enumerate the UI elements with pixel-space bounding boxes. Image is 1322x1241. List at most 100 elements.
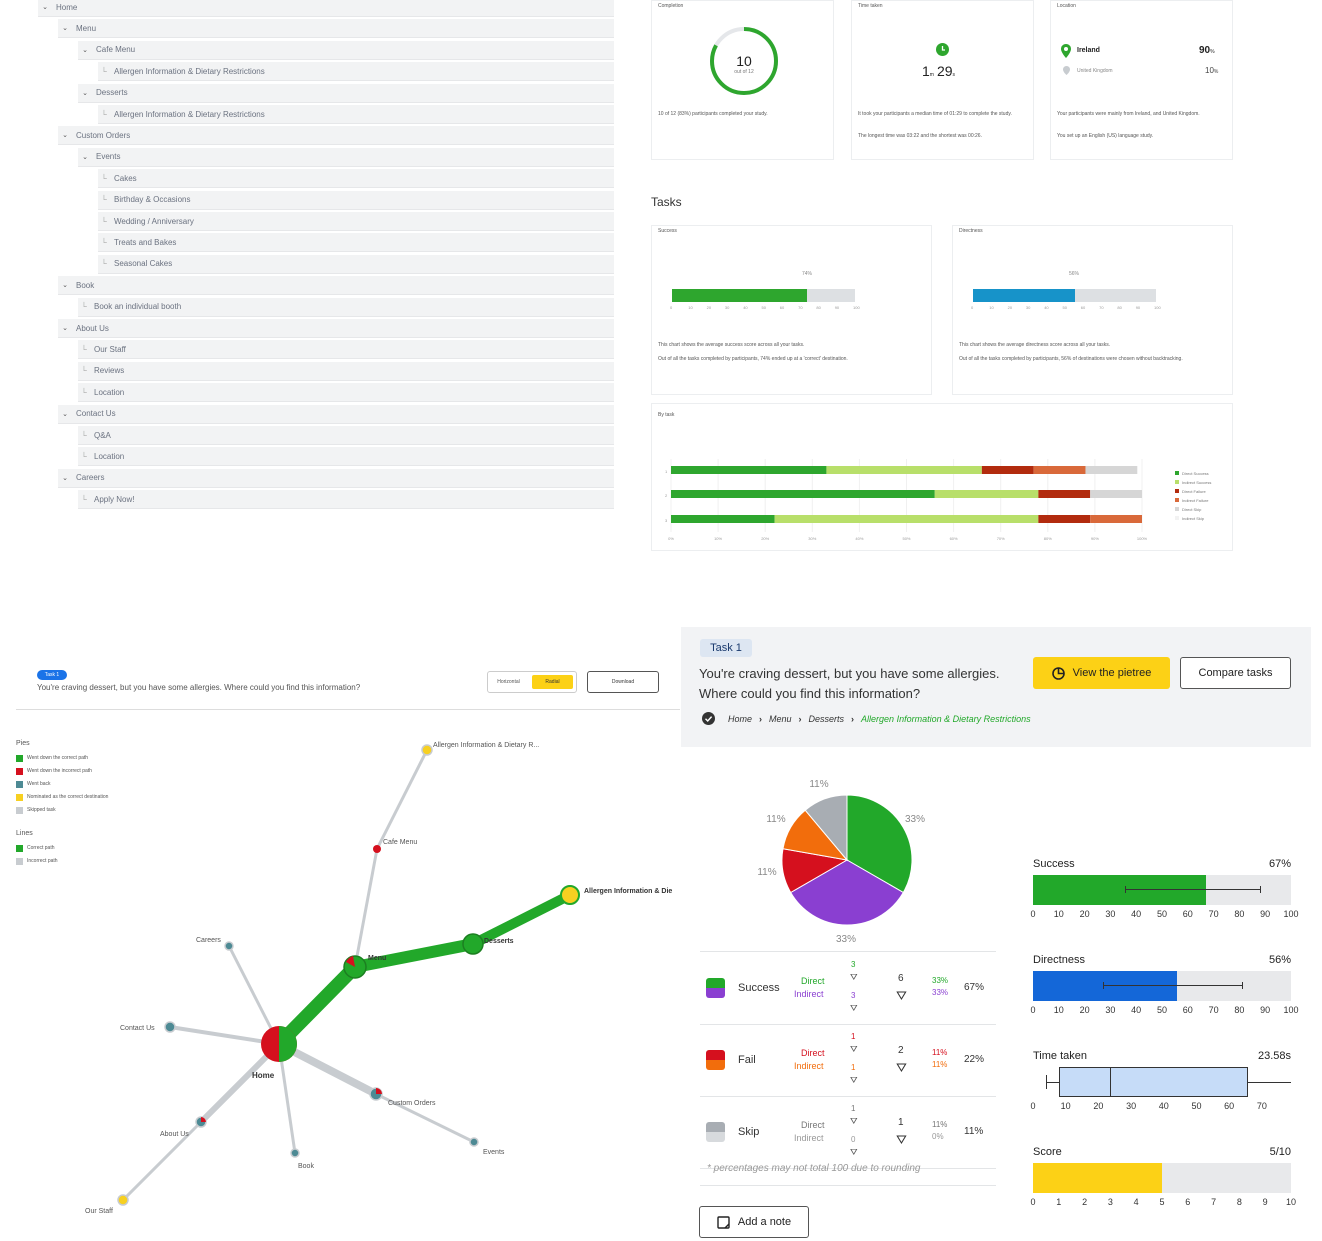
divider — [700, 1024, 996, 1025]
completion-sub: out of 12 — [734, 69, 754, 75]
chevron-down-icon[interactable]: ⌄ — [62, 325, 68, 332]
tree-node[interactable]: ⌄ Events — [78, 147, 614, 167]
chevron-down-icon[interactable]: ⌄ — [42, 4, 48, 11]
node-our-staff[interactable] — [117, 1194, 129, 1206]
time-stat-label: Time taken — [1033, 1050, 1088, 1062]
chevron-down-icon[interactable]: ⌄ — [82, 89, 88, 97]
location-title: Location — [1057, 3, 1076, 9]
node-careers[interactable] — [224, 941, 234, 951]
error-bar — [1125, 889, 1260, 890]
leaf-branch-icon: └ — [101, 173, 107, 183]
result-label: Fail — [738, 1054, 756, 1066]
tree-node[interactable]: └ Location — [78, 447, 614, 467]
tree-node[interactable]: ⌄ Careers — [58, 468, 614, 488]
legend-label: Direct Failure — [1182, 489, 1207, 494]
chevron-down-icon[interactable]: ⌄ — [82, 46, 88, 54]
tree-node[interactable]: ⌄ Cafe Menu — [78, 40, 614, 60]
tree-node[interactable]: ⌄ About Us — [58, 319, 614, 338]
success-stat-track — [1033, 875, 1291, 905]
tree-node[interactable]: └ Wedding / Anniversary — [98, 212, 614, 231]
axis-tick-label: 0 — [971, 305, 974, 310]
tree-node[interactable]: └ Allergen Information & Dietary Restrict… — [98, 105, 614, 124]
pietree-question: You're craving dessert, but you have som… — [37, 683, 361, 692]
score-stat-track — [1033, 1163, 1291, 1193]
download-button[interactable]: Download — [587, 671, 659, 693]
filter-icon[interactable]: ⛛ — [850, 972, 858, 982]
tree-node[interactable]: ⌄ Home — [38, 0, 614, 17]
tree-node[interactable]: └ Cakes — [98, 169, 614, 189]
filter-icon[interactable]: ⛛ — [896, 1132, 907, 1147]
chevron-down-icon[interactable]: ⌄ — [62, 132, 68, 140]
tree-node[interactable]: ⌄ Contact Us — [58, 404, 614, 424]
tree-node[interactable]: └ Q&A — [78, 426, 614, 445]
leaf-branch-icon: └ — [81, 451, 87, 461]
x-tick-label: 20% — [761, 536, 769, 541]
add-note-button[interactable]: Add a note — [699, 1206, 809, 1238]
chevron-down-icon[interactable]: ⌄ — [82, 153, 88, 161]
label-custom-orders: Custom Orders — [388, 1100, 436, 1107]
directness-stat-fill — [1033, 971, 1178, 1001]
axis-tick-label: 90 — [834, 305, 840, 310]
tree-node[interactable]: ⌄ Book — [58, 276, 614, 296]
filter-icon[interactable]: ⛛ — [896, 1060, 907, 1075]
node-cafe-menu[interactable] — [373, 845, 381, 853]
chevron-down-icon[interactable]: ⌄ — [62, 474, 68, 482]
tree-node[interactable]: └ Apply Now! — [78, 490, 614, 510]
stacked-bar-segment — [1038, 515, 1091, 523]
pie-label: 33% — [905, 814, 925, 825]
filter-icon[interactable]: ⛛ — [850, 1075, 858, 1085]
tree-node[interactable]: ⌄ Desserts — [78, 83, 614, 103]
filter-icon[interactable]: ⛛ — [896, 988, 907, 1003]
tree-node[interactable]: └ Seasonal Cakes — [98, 254, 614, 274]
tree-node[interactable]: ⌄ Custom Orders — [58, 126, 614, 146]
legend-label: Nominated as the correct destination — [27, 794, 109, 800]
compare-tasks-button[interactable]: Compare tasks — [1180, 657, 1291, 689]
filter-icon[interactable]: ⛛ — [850, 1044, 858, 1054]
tree-node[interactable]: └ Allergen Information & Dietary Restrict… — [98, 62, 614, 82]
tree-node[interactable]: └ Our Staff — [78, 340, 614, 360]
indirect-pct: 0% — [932, 1132, 944, 1141]
filter-icon[interactable]: ⛛ — [850, 1116, 858, 1126]
radial-toggle[interactable]: Radial — [532, 675, 573, 689]
tree-node-label: Seasonal Cakes — [114, 259, 173, 269]
axis-tick-label: 0 — [1030, 1005, 1036, 1015]
tree-node[interactable]: └ Book an individual booth — [78, 297, 614, 317]
directness-overview-card: Directness 56% 0 10 20 30 40 50 60 70 80 90 100 Th… — [952, 225, 1233, 395]
horizontal-toggle[interactable]: Horizontal — [497, 679, 520, 685]
node-allergen-cafe[interactable] — [421, 744, 433, 756]
axis-tick-label: 20 — [706, 305, 712, 310]
chevron-down-icon[interactable]: ⌄ — [62, 25, 68, 33]
node-book[interactable] — [290, 1148, 300, 1158]
tree-node-label: Cafe Menu — [96, 45, 136, 55]
view-pietree-button[interactable]: View the pietree — [1033, 657, 1170, 689]
tree-node[interactable]: └ Birthday & Occasions — [98, 190, 614, 210]
chevron-down-icon[interactable]: ⌄ — [62, 410, 68, 418]
filter-icon[interactable]: ⛛ — [850, 1003, 858, 1013]
success-overview-desc-2: Out of all the tasks completed by partic… — [658, 356, 848, 362]
tree-node[interactable]: └ Treats and Bakes — [98, 233, 614, 253]
node-contact[interactable] — [164, 1021, 176, 1033]
directness-overview-desc-2: Out of all the tasks completed by partic… — [959, 356, 1183, 362]
success-stat-label: Success — [1033, 858, 1075, 870]
tree-node-label: Wedding / Anniversary — [114, 216, 194, 226]
axis-tick-label: 10 — [1053, 1005, 1064, 1015]
legend-swatch — [16, 768, 23, 775]
legend-label: Indirect Failure — [1182, 498, 1209, 503]
axis-tick-label: 20 — [1093, 1101, 1104, 1111]
location-pct-1: 90% — [1199, 45, 1215, 56]
total-pct: 11% — [964, 1126, 984, 1137]
filter-icon[interactable]: ⛛ — [850, 1147, 858, 1157]
tree-node-label: Birthday & Occasions — [114, 195, 191, 205]
tree-node[interactable]: └ Location — [78, 383, 614, 403]
indirect-count: 0 — [851, 1135, 856, 1144]
node-allergen-main[interactable] — [560, 885, 580, 905]
stacked-bar-segment — [981, 466, 1034, 474]
direct-label: Direct — [801, 976, 825, 986]
node-desserts[interactable] — [462, 933, 484, 955]
node-events[interactable] — [469, 1137, 479, 1147]
tree-node[interactable]: ⌄ Menu — [58, 19, 614, 39]
time-desc-2: The longest time was 03:22 and the short… — [858, 133, 982, 139]
tree-node[interactable]: └ Reviews — [78, 361, 614, 381]
success-overview-desc-1: This chart shows the average success sco… — [658, 342, 805, 348]
chevron-down-icon[interactable]: ⌄ — [62, 282, 68, 290]
